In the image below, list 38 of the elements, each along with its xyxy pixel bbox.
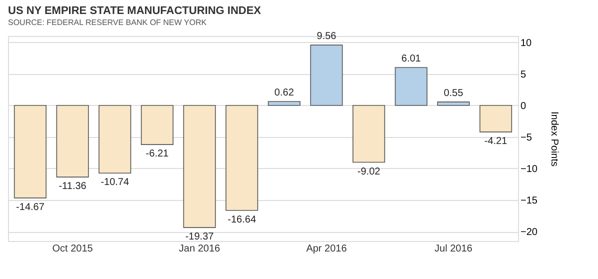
- x-tick-label: Oct 2015: [52, 244, 94, 254]
- bar: [226, 104, 258, 211]
- y-tick-label: 0: [520, 100, 526, 112]
- chart-title: US NY EMPIRE STATE MANUFACTURING INDEX: [8, 5, 262, 18]
- x-tick-label: Jan 2016: [178, 244, 221, 254]
- data-label: -16.64: [228, 214, 256, 226]
- bar: [310, 44, 343, 106]
- data-label: 6.01: [401, 53, 422, 64]
- data-label: -6.21: [146, 148, 170, 160]
- y-tick-label: −15: [520, 196, 538, 206]
- data-label: 9.56: [316, 31, 337, 42]
- bar: [98, 104, 132, 174]
- bar: [352, 104, 386, 163]
- bar: [14, 104, 46, 198]
- x-tick-label: Apr 2016: [306, 244, 348, 254]
- y-tick-label: 10: [520, 38, 532, 49]
- y-tick-label: 5: [520, 69, 526, 80]
- bar: [268, 101, 300, 106]
- bar: [183, 104, 216, 228]
- bar: [56, 104, 89, 178]
- x-tick-label: Jul 2016: [434, 244, 473, 254]
- data-label: -9.02: [357, 166, 381, 178]
- data-label: -4.21: [484, 136, 508, 147]
- y-tick-label: −20: [520, 227, 538, 238]
- data-label: -14.67: [16, 202, 45, 213]
- bar: [140, 104, 174, 145]
- data-label: -19.37: [185, 232, 214, 243]
- bar: [437, 102, 470, 106]
- bar: [480, 104, 512, 132]
- y-axis-title: Index Points: [548, 111, 560, 167]
- bar: [394, 67, 428, 106]
- data-label: -10.74: [100, 177, 130, 188]
- data-label: 0.62: [274, 87, 294, 98]
- y-tick-label: −5: [520, 132, 532, 144]
- data-label: -11.36: [58, 181, 87, 192]
- y-tick-label: −10: [520, 164, 538, 175]
- data-label: 0.55: [444, 88, 464, 99]
- source-note: SOURCE: FEDERAL RESERVE BANK OF NEW YORK: [8, 18, 208, 28]
